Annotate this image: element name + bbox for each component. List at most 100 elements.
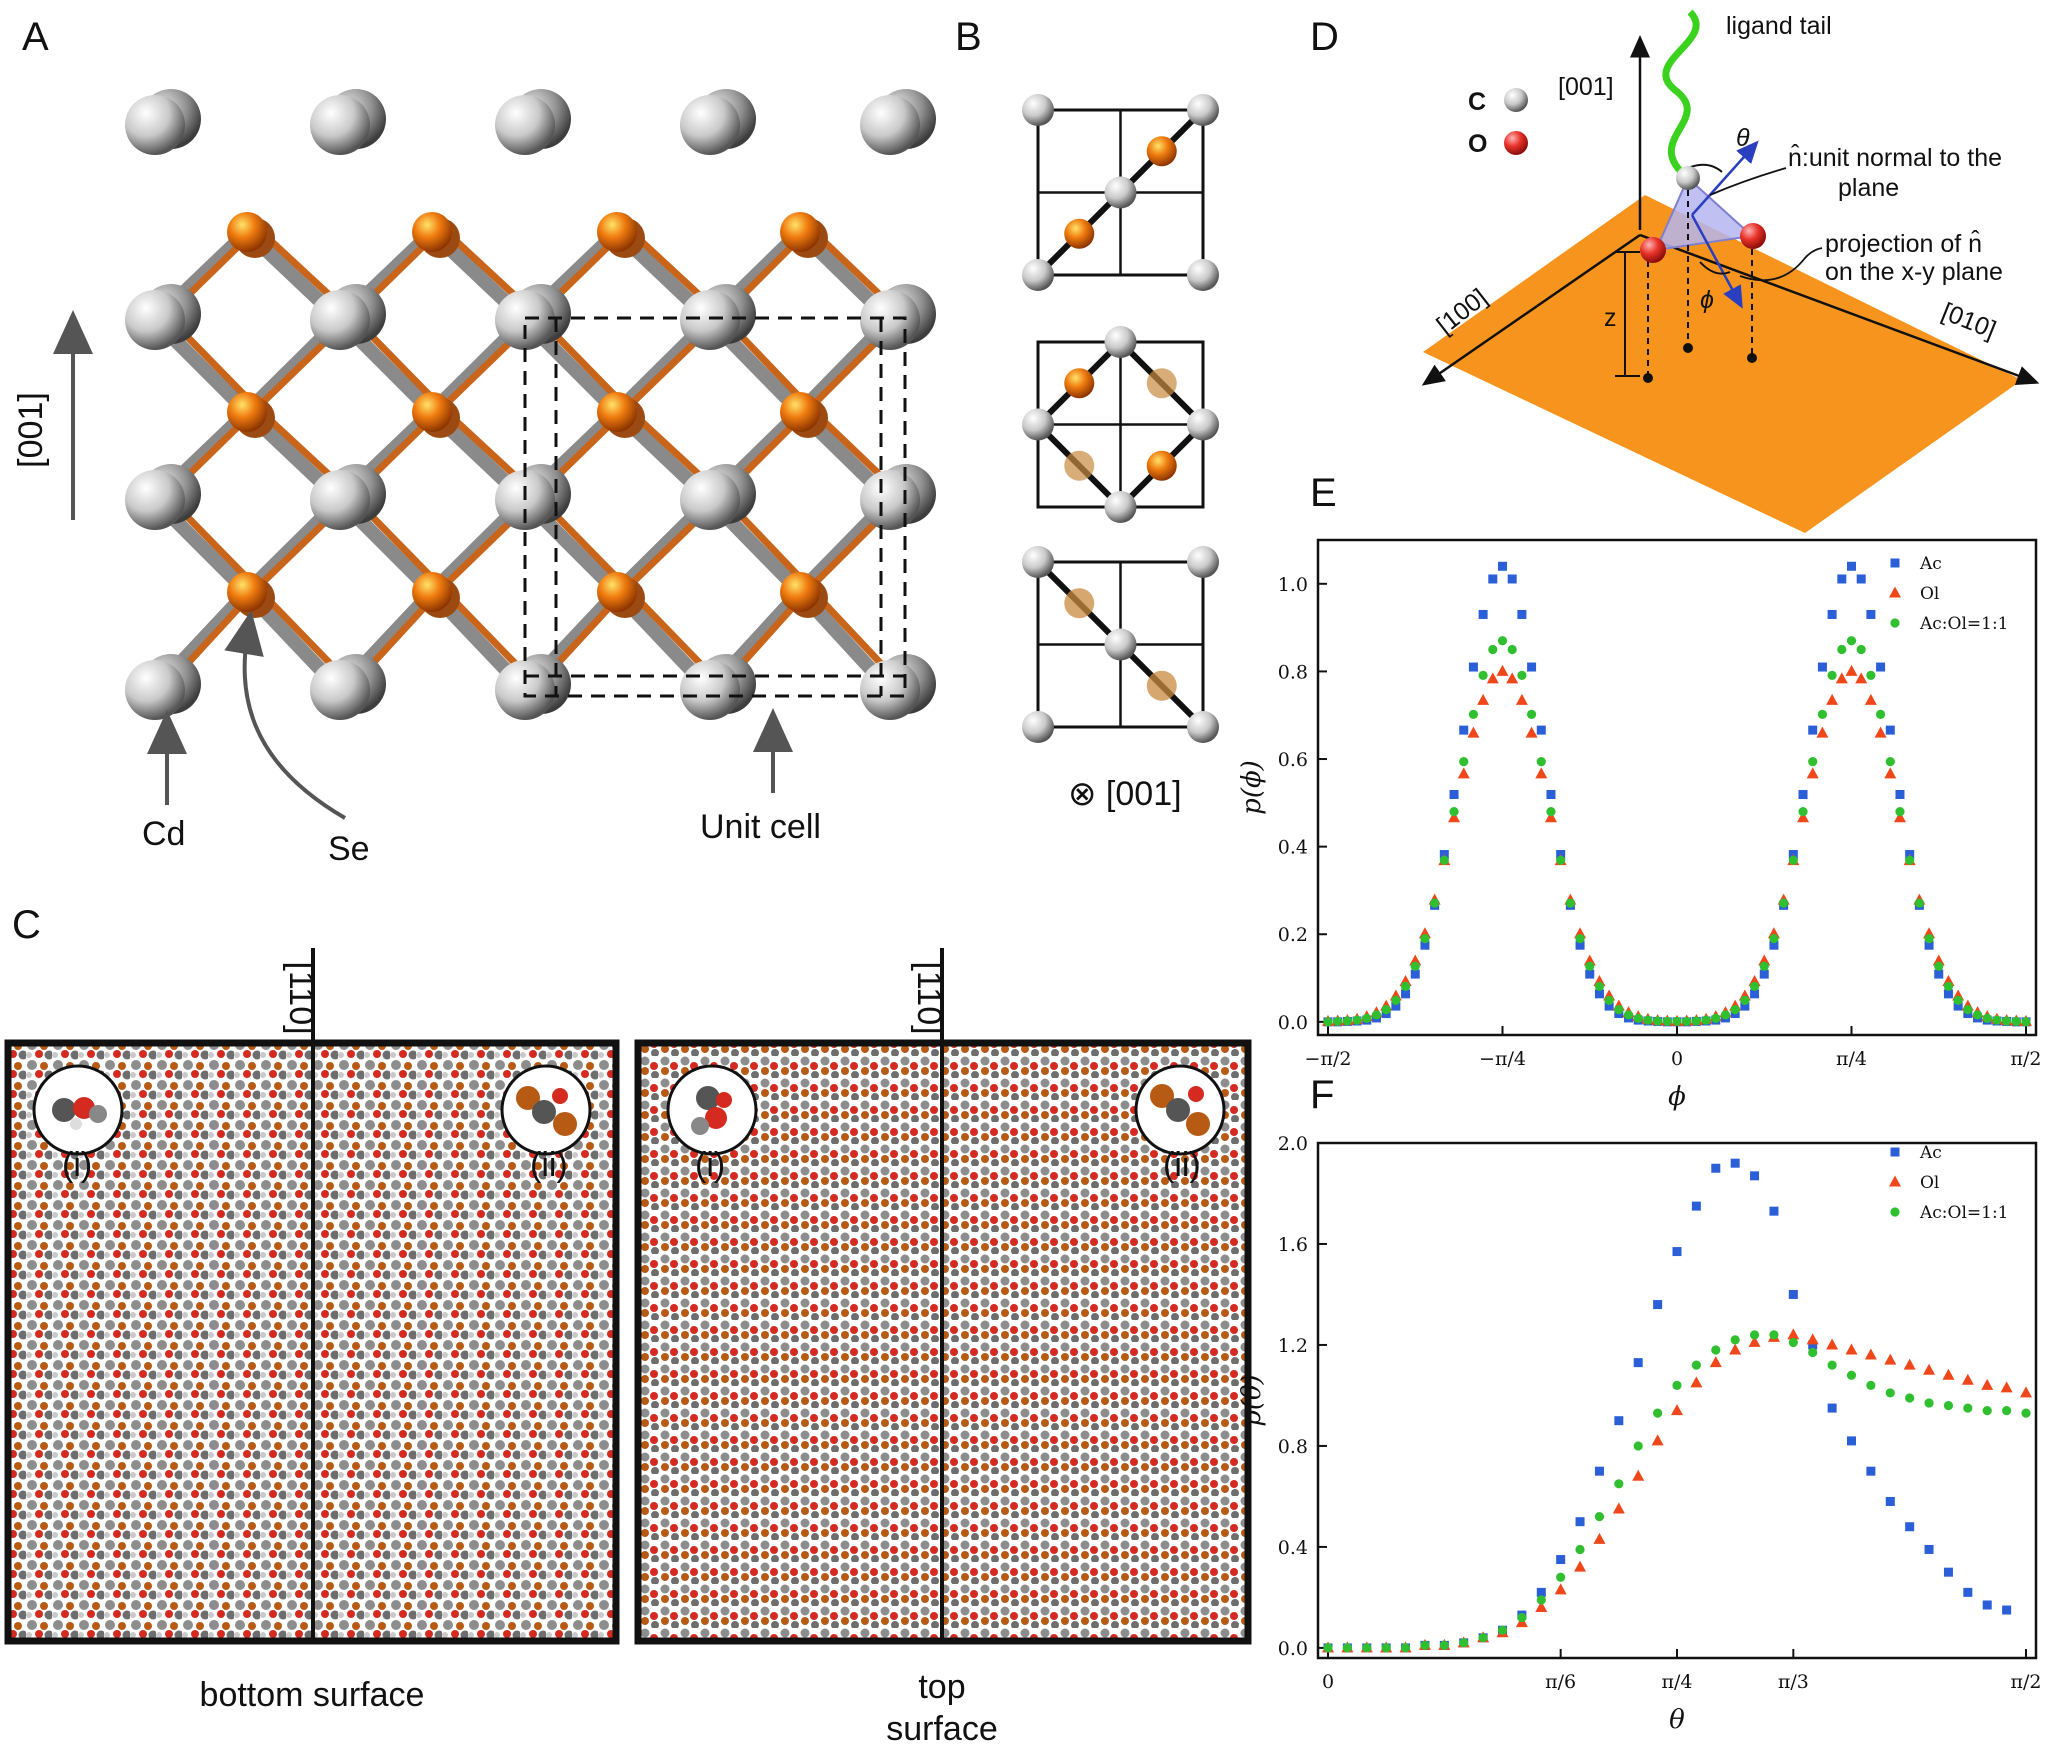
y-tick-label: 1.0 (1278, 574, 1308, 596)
data-point (1759, 961, 1769, 971)
data-point (1961, 1373, 1974, 1385)
data-point (1845, 664, 1858, 676)
data-point (1536, 1595, 1546, 1605)
data-point (1420, 1640, 1430, 1650)
data-point (1942, 1368, 1955, 1380)
legend-label: Ol (1920, 584, 1939, 604)
projection-vector (1690, 214, 1743, 309)
data-point (1391, 1001, 1401, 1011)
data-point (1575, 1544, 1585, 1555)
x-tick-label: π/3 (1778, 1671, 1809, 1693)
data-point (1788, 855, 1798, 865)
data-point (1914, 898, 1924, 908)
series-Ac:Ol=1:1 (1323, 636, 2031, 1027)
c-legend-atom (1504, 88, 1528, 112)
data-point (1574, 1560, 1587, 1572)
data-point (1488, 574, 1498, 584)
theta-label: θ (1736, 124, 1750, 152)
data-point (1323, 1017, 1333, 1027)
data-point (1895, 790, 1905, 800)
data-point (1439, 1640, 1449, 1650)
data-point (1943, 1567, 1953, 1577)
projection-squares (1022, 94, 1219, 743)
phi-distribution-chart: −π/2 −π/4 0 π/4 π/2 0.0 0.2 0.4 0.6 0.8 1.0 ϕ p(ϕ) Ac… (1237, 538, 2042, 1112)
data-point (1653, 1300, 1663, 1310)
y-tick-label: 0.6 (1278, 749, 1308, 771)
data-point (1729, 1343, 1742, 1355)
data-point (1488, 644, 1498, 655)
legend-marker (1890, 558, 1900, 568)
data-point (1826, 693, 1839, 705)
data-point (1477, 693, 1490, 705)
data-point (1691, 1016, 1701, 1026)
data-point (1517, 609, 1527, 619)
data-point (1711, 1013, 1721, 1023)
data-point (1565, 898, 1575, 908)
data-point (1525, 726, 1538, 738)
legend-label: Ol (1920, 1173, 1939, 1193)
data-point (1478, 1633, 1488, 1643)
axis-110-left: [110] (282, 961, 320, 1034)
data-point (1730, 1004, 1740, 1015)
data-point (2002, 1405, 2012, 1416)
data-point (1585, 961, 1595, 971)
x-tick-label: π/2 (2011, 1048, 2042, 1070)
data-point (1653, 1408, 1663, 1418)
data-point (1614, 1479, 1624, 1489)
data-point (1943, 981, 1954, 991)
data-point (1497, 1625, 1508, 1635)
data-point (1691, 1201, 1701, 1211)
panel-d-label: D (1310, 15, 1339, 59)
data-point (1759, 969, 1769, 979)
data-point (1798, 790, 1808, 800)
data-point (1798, 806, 1808, 817)
unit-cell-box (523, 316, 907, 698)
data-point (1788, 1289, 1798, 1299)
axis-001-label: [001] (12, 392, 50, 468)
data-point (1874, 726, 1887, 738)
data-point (1730, 1335, 1740, 1345)
data-point (1924, 1544, 1934, 1554)
data-point (1866, 670, 1876, 680)
data-point (2011, 1016, 2021, 1027)
data-point (1430, 898, 1440, 908)
inset-ii-label-right: (ii) (1163, 1146, 1201, 1184)
data-point (1497, 636, 1508, 646)
data-point (1651, 1434, 1664, 1446)
caption-bottom-surface: bottom surface (200, 1676, 425, 1714)
projection-label-2: on the x-y plane (1825, 258, 2003, 286)
data-point (1837, 644, 1847, 655)
ligand-tail-label: ligand tail (1726, 12, 1832, 40)
x-axis-label: ϕ (1668, 1082, 1686, 1112)
data-point (1750, 989, 1760, 999)
panel-f-label: F (1310, 1073, 1334, 1117)
data-point (2002, 1605, 2012, 1615)
data-point (1981, 1378, 1994, 1390)
data-point (1604, 995, 1614, 1005)
y-tick-label: 0.4 (1278, 1537, 1308, 1559)
series-Ac:Ol=1:1 (1323, 1330, 2031, 1653)
x-tick-label: −π/4 (1479, 1048, 1526, 1070)
data-point (1711, 1345, 1721, 1355)
data-point (1575, 940, 1585, 950)
inset-ii-label-left: (ii) (530, 1146, 568, 1184)
data-point (1585, 969, 1595, 979)
data-point (1740, 995, 1750, 1005)
y-tick-label: 1.2 (1278, 1335, 1308, 1357)
caption-surface: surface (886, 1710, 998, 1748)
cdse-lattice (125, 89, 936, 720)
data-point (1526, 709, 1537, 719)
legend-marker (1890, 1207, 1900, 1217)
o-legend-atom (1504, 131, 1528, 155)
data-point (1808, 1340, 1818, 1350)
data-point (1826, 1338, 1839, 1350)
theta-distribution-chart: 0 π/6 π/4 π/3 π/2 0.0 0.4 0.8 1.2 1.6 2.0 θ p(θ) Ac Ol… (1237, 1133, 2041, 1735)
unit-cell-label: Unit cell (700, 808, 821, 846)
data-point (2002, 1016, 2012, 1026)
data-point (1420, 934, 1430, 944)
data-point (1769, 940, 1779, 950)
data-point (1672, 1247, 1682, 1257)
data-point (1594, 1466, 1604, 1476)
inset-ii-right (1134, 1064, 1226, 1156)
